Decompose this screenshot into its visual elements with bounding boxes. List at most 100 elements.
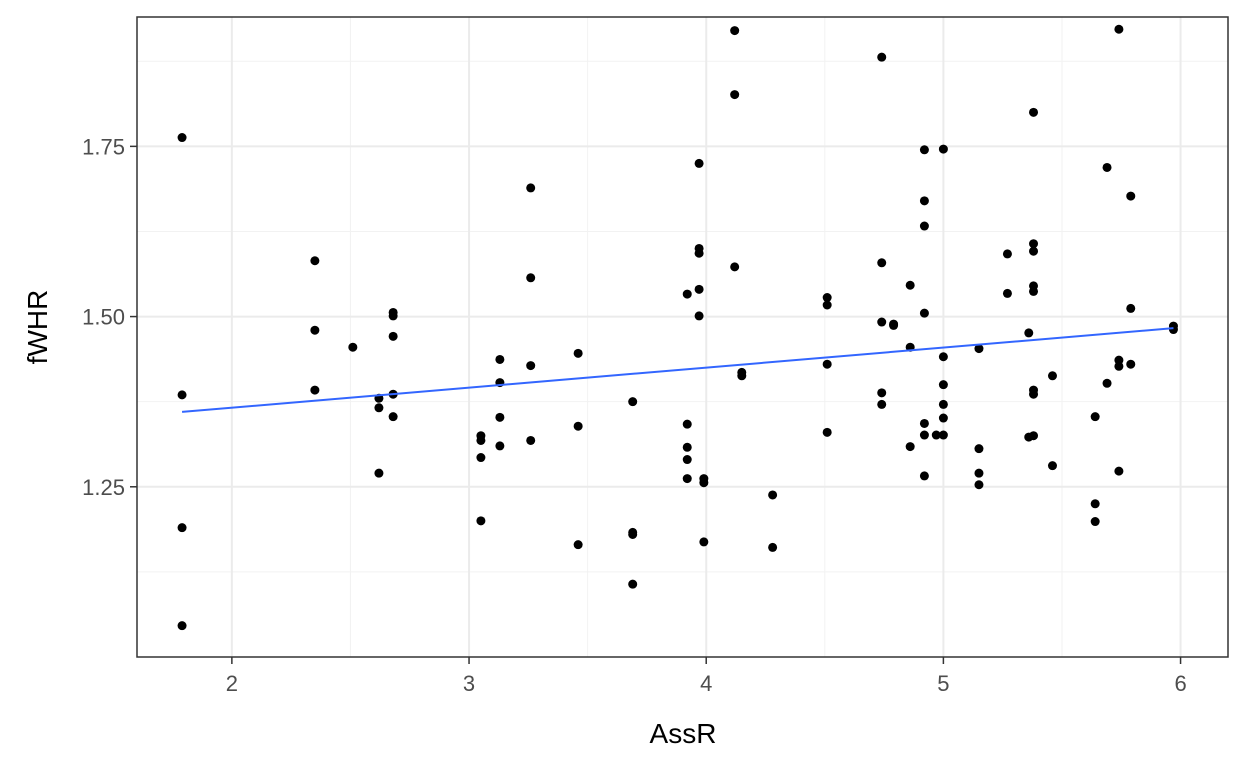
data-point — [877, 317, 887, 327]
trend-line-layer — [181, 327, 1174, 413]
data-point — [1126, 359, 1136, 369]
data-point — [768, 542, 778, 552]
data-point — [1102, 162, 1112, 172]
data-point — [919, 308, 929, 318]
data-point — [938, 380, 948, 390]
data-point — [1029, 389, 1039, 399]
data-point — [919, 196, 929, 206]
data-point — [938, 352, 948, 362]
data-point — [822, 293, 832, 303]
data-point — [877, 52, 887, 62]
data-point — [938, 430, 948, 440]
data-point — [388, 311, 398, 321]
y-tick-label: 1.50 — [82, 305, 125, 330]
data-point — [628, 529, 638, 539]
data-point — [905, 280, 915, 290]
data-point — [877, 258, 887, 268]
data-point — [1090, 412, 1100, 422]
data-point — [573, 421, 583, 431]
panel-border — [136, 16, 1229, 658]
data-point — [628, 397, 638, 407]
data-point — [889, 320, 899, 330]
data-point — [699, 478, 709, 488]
data-point — [938, 413, 948, 423]
data-point — [573, 348, 583, 358]
data-point — [905, 442, 915, 452]
x-tick-label: 2 — [226, 671, 238, 696]
data-point — [1029, 246, 1039, 256]
data-point — [476, 435, 486, 445]
x-tick-label: 5 — [937, 671, 949, 696]
y-tick-label: 1.75 — [82, 134, 125, 159]
data-point — [974, 468, 984, 478]
y-axis-ticks: 1.25 1.50 1.75 — [82, 134, 137, 500]
data-point — [1168, 325, 1178, 335]
data-point — [1090, 499, 1100, 509]
y-axis-title: fWHR — [22, 290, 53, 365]
y-tick-label: 1.25 — [82, 475, 125, 500]
data-point — [919, 430, 929, 440]
data-points — [177, 24, 1178, 631]
data-point — [974, 344, 984, 354]
data-point — [388, 331, 398, 341]
data-point — [628, 579, 638, 589]
data-point — [1047, 371, 1057, 381]
x-tick-label: 6 — [1174, 671, 1186, 696]
x-tick-label: 3 — [463, 671, 475, 696]
data-point — [526, 435, 536, 445]
data-point — [682, 455, 692, 465]
data-point — [768, 490, 778, 500]
data-point — [310, 256, 320, 266]
data-point — [730, 90, 740, 100]
data-point — [822, 300, 832, 310]
data-point — [694, 284, 704, 294]
major-gridlines — [137, 17, 1228, 657]
data-point — [822, 359, 832, 369]
data-point — [388, 412, 398, 422]
data-point — [931, 430, 941, 440]
data-point — [1029, 239, 1039, 249]
data-point — [699, 537, 709, 547]
data-point — [348, 342, 358, 352]
data-point — [1002, 288, 1012, 298]
data-point — [877, 388, 887, 398]
data-point — [682, 442, 692, 452]
data-point — [1114, 466, 1124, 476]
data-point — [1090, 517, 1100, 527]
data-point — [177, 523, 187, 533]
data-point — [310, 325, 320, 335]
data-point — [495, 354, 505, 364]
data-point — [495, 412, 505, 422]
data-point — [919, 145, 929, 155]
data-point — [694, 158, 704, 168]
data-point — [526, 273, 536, 283]
data-point — [694, 248, 704, 258]
data-point — [737, 371, 747, 381]
data-point — [476, 453, 486, 463]
minor-gridlines — [137, 17, 1228, 657]
data-point — [526, 361, 536, 371]
data-point — [938, 144, 948, 154]
data-point — [177, 390, 187, 400]
data-point — [919, 221, 929, 231]
data-point — [526, 183, 536, 193]
x-axis-ticks: 2 3 4 5 6 — [226, 657, 1187, 696]
data-point — [573, 540, 583, 550]
data-point — [1102, 378, 1112, 388]
data-point — [374, 403, 384, 413]
data-point — [1126, 303, 1136, 313]
data-point — [1029, 431, 1039, 441]
data-point — [1002, 249, 1012, 259]
data-point — [730, 26, 740, 36]
data-point — [938, 399, 948, 409]
data-point — [476, 516, 486, 526]
data-point — [730, 262, 740, 272]
data-point — [177, 621, 187, 631]
data-point — [974, 444, 984, 454]
x-axis-title: AssR — [650, 718, 717, 749]
data-point — [1126, 191, 1136, 201]
data-point — [682, 289, 692, 299]
data-point — [919, 418, 929, 428]
